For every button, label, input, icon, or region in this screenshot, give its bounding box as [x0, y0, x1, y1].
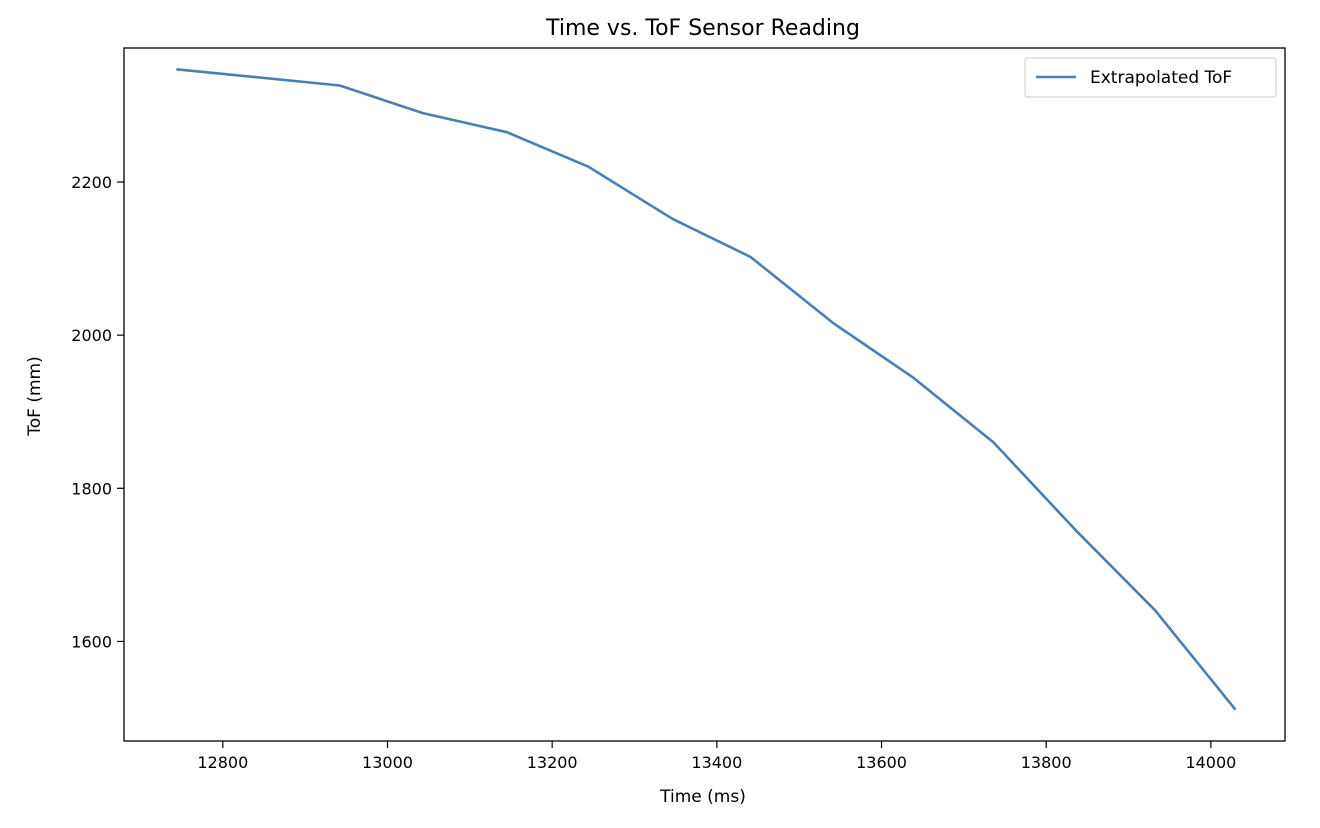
y-tick-label: 2000 [71, 326, 112, 345]
x-tick-label: 13800 [1021, 753, 1072, 772]
x-tick-label: 14000 [1185, 753, 1236, 772]
legend: Extrapolated ToF [1024, 57, 1277, 98]
x-tick-label: 13200 [527, 753, 578, 772]
y-tick-label: 2200 [71, 173, 112, 192]
chart-title: Time vs. ToF Sensor Reading [545, 16, 860, 41]
series-line-extrapolated-tof [176, 68, 1237, 711]
y-axis-label: ToF (mm) [25, 356, 45, 436]
y-tick-label: 1600 [71, 632, 112, 651]
x-tick-label: 12800 [197, 753, 248, 772]
x-tick-label: 13400 [691, 753, 742, 772]
plot-area-frame [123, 47, 1286, 742]
legend-label-extrapolated-tof: Extrapolated ToF [1090, 68, 1232, 88]
x-tick-label: 13000 [362, 753, 413, 772]
x-tick-label: 13600 [856, 753, 907, 772]
legend-box [1024, 57, 1277, 98]
x-axis-ticks: 12800 13000 13200 13400 13600 13800 14000 [197, 741, 1236, 772]
y-axis-ticks: 1600 1800 2000 2200 [71, 173, 124, 651]
y-tick-label: 1800 [71, 479, 112, 498]
x-axis-label: Time (ms) [659, 787, 746, 807]
